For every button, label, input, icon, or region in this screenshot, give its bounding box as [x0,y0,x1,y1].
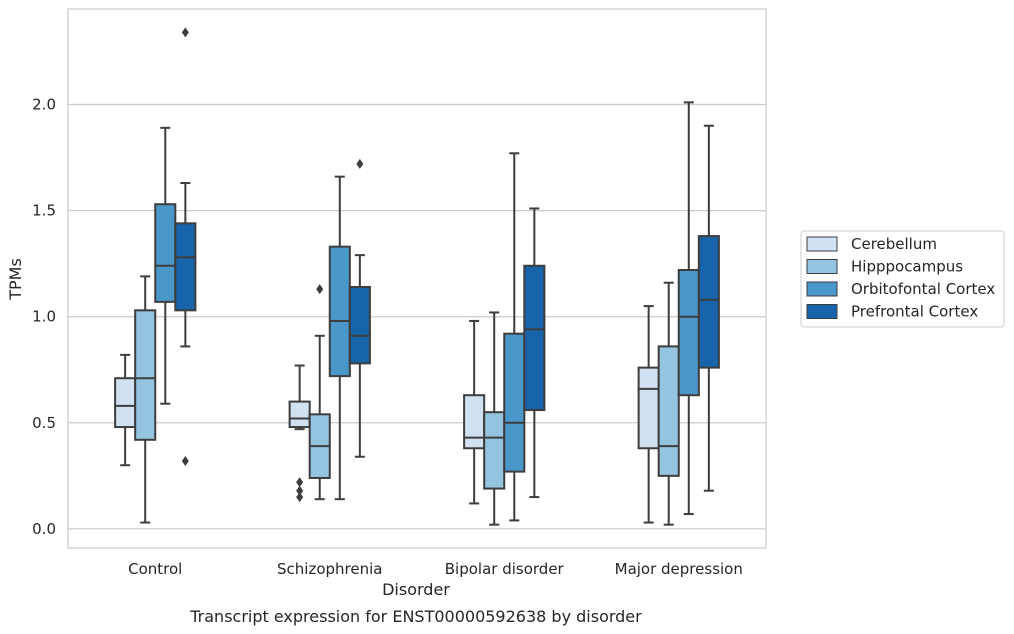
box [503,332,526,473]
legend-label: Prefrontal Cortex [851,303,978,321]
x-tick-label: Major depression [615,560,743,578]
x-axis-title: Disorder [382,580,450,599]
outlier-point [316,284,324,295]
x-axis-ticks: Control Schizophrenia Bipolar disorder Majo… [128,560,743,578]
outlier-point [181,455,189,466]
box [288,400,311,429]
x-tick-label: Control [128,560,182,578]
legend-swatch [806,281,838,297]
box [523,264,546,412]
y-tick-label: 0.5 [32,414,56,432]
box [114,377,137,429]
series-group [114,305,660,524]
legend: Cerebellum Hipppocampus Orbitofontal Corte… [800,230,1005,328]
legend-swatch [806,259,838,274]
series-group [134,275,680,526]
box [463,394,486,450]
legend-swatch [806,236,838,252]
y-tick-label: 1.5 [32,202,56,220]
plot-frame [67,8,767,549]
box [677,269,700,397]
box [134,309,157,441]
legend-label: Cerebellum [851,235,937,253]
chart-caption: Transcript expression for ENST0000059263… [189,607,642,626]
y-axis-title: TPMs [6,258,25,301]
box [697,235,720,369]
box [637,366,660,450]
y-tick-label: 1.0 [32,308,56,326]
box [328,245,351,378]
outlier-point [356,158,364,169]
outlier-point [296,492,304,503]
box [348,285,371,365]
series-group [154,101,700,522]
box [657,345,680,477]
box [483,411,506,490]
x-tick-label: Schizophrenia [277,560,382,578]
legend-label: Hipppocampus [851,258,963,276]
box [154,203,177,303]
outlier-point [181,27,189,38]
y-tick-label: 2.0 [32,95,56,113]
legend-swatch [806,304,838,319]
y-axis-ticks: 0.0 0.5 1.0 1.5 2.0 [32,95,56,537]
box [174,222,197,312]
box-plot-area [114,27,720,526]
series-group [174,27,720,499]
legend-frame [800,230,1005,328]
x-tick-label: Bipolar disorder [445,560,565,578]
legend-label: Orbitofontal Cortex [851,280,995,298]
y-tick-label: 0.0 [32,520,56,538]
outlier-point [296,477,304,488]
outlier-point [296,485,304,496]
